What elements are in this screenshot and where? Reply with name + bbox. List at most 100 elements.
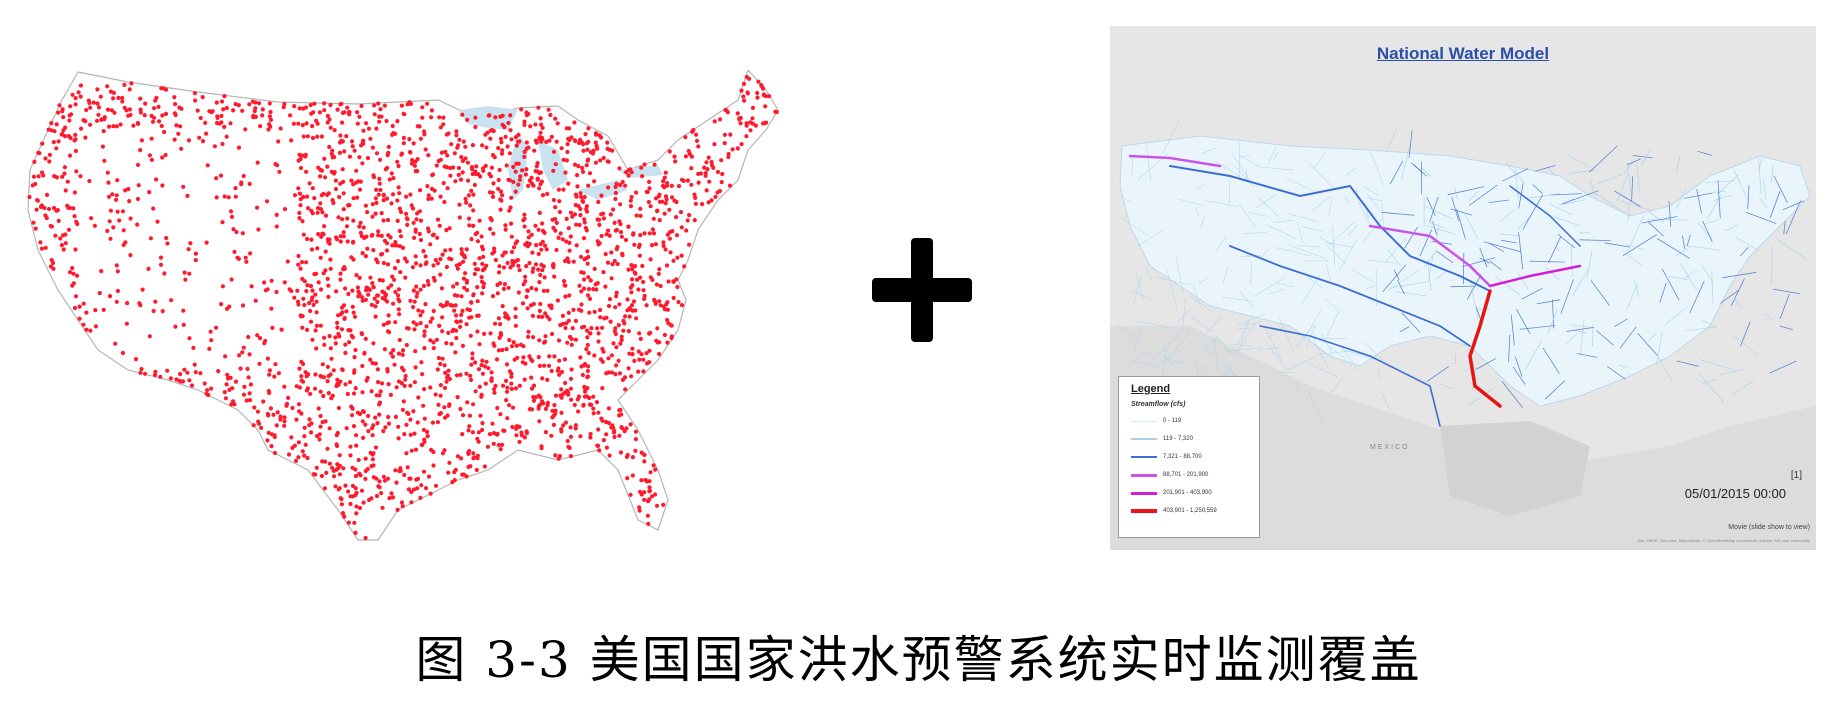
station-point <box>229 277 234 282</box>
station-point <box>522 224 527 229</box>
station-point <box>84 310 89 315</box>
station-point <box>399 151 405 156</box>
station-point <box>632 358 637 363</box>
station-point <box>152 372 158 378</box>
station-point <box>149 157 154 162</box>
station-point <box>503 378 509 383</box>
station-point <box>661 304 666 309</box>
station-point <box>242 384 247 389</box>
station-point <box>442 385 448 391</box>
station-point <box>540 228 546 233</box>
tributary <box>1722 271 1757 279</box>
station-point <box>568 425 573 430</box>
station-point <box>522 149 527 154</box>
tributary <box>1604 242 1630 248</box>
station-point <box>72 214 77 219</box>
station-point <box>386 414 391 420</box>
station-point <box>307 301 312 306</box>
station-point <box>592 353 597 358</box>
station-point <box>385 217 391 223</box>
tributary <box>1713 194 1732 202</box>
station-point <box>442 363 447 368</box>
station-point <box>457 262 462 267</box>
station-point <box>579 270 584 275</box>
station-point <box>583 386 588 391</box>
station-point <box>401 399 406 404</box>
station-point <box>412 431 417 436</box>
station-point <box>279 327 284 332</box>
tributary <box>1668 201 1672 227</box>
station-point <box>693 201 698 206</box>
tributary <box>1156 357 1170 365</box>
station-point <box>357 187 363 192</box>
station-point <box>31 174 37 179</box>
station-point <box>465 160 470 165</box>
station-point <box>46 206 52 212</box>
station-point <box>318 373 323 379</box>
tributary <box>1267 344 1290 374</box>
tributary <box>1196 363 1208 371</box>
tributary <box>1370 153 1385 186</box>
station-point <box>687 213 692 218</box>
station-point <box>183 277 188 282</box>
station-point <box>510 424 515 430</box>
station-point <box>72 190 77 195</box>
station-point <box>160 155 165 160</box>
tributary <box>1626 282 1639 311</box>
station-point <box>557 209 563 215</box>
station-point <box>690 129 695 134</box>
station-point <box>488 226 493 231</box>
station-point <box>70 92 75 97</box>
station-point <box>267 114 272 119</box>
station-point <box>366 126 372 131</box>
tributary <box>1193 284 1201 308</box>
station-point <box>233 186 238 191</box>
station-point <box>533 262 539 267</box>
station-point <box>458 372 463 377</box>
tributary <box>1466 274 1482 300</box>
station-point <box>496 186 501 191</box>
station-point <box>414 477 419 482</box>
station-point <box>575 184 580 189</box>
station-point <box>668 250 673 255</box>
station-point <box>572 120 577 125</box>
station-point <box>127 107 132 112</box>
tributary <box>1421 167 1432 178</box>
station-point <box>192 91 197 96</box>
station-point <box>314 299 319 304</box>
station-point <box>624 454 630 459</box>
station-point <box>506 177 511 182</box>
station-point <box>228 209 234 214</box>
station-point <box>694 138 700 143</box>
legend-swatch <box>1131 509 1157 513</box>
tributary <box>1181 296 1187 334</box>
station-point <box>169 298 174 303</box>
station-point <box>566 259 571 264</box>
station-point <box>514 161 519 166</box>
station-point <box>371 463 376 468</box>
station-point <box>538 272 543 278</box>
station-point <box>390 132 395 137</box>
station-point <box>577 283 582 288</box>
station-point <box>404 211 409 216</box>
station-point <box>304 169 309 174</box>
station-point <box>492 390 497 395</box>
station-point <box>234 229 239 235</box>
station-point <box>120 350 125 356</box>
station-point <box>556 338 562 343</box>
station-point <box>299 260 305 265</box>
station-point <box>425 184 430 189</box>
station-point <box>431 463 436 468</box>
station-point <box>470 430 475 435</box>
station-point <box>508 113 513 118</box>
station-point <box>106 180 111 185</box>
station-point <box>652 162 657 167</box>
station-point <box>661 502 666 507</box>
station-point <box>365 210 370 215</box>
tributary <box>1238 142 1240 179</box>
station-point <box>411 320 416 325</box>
station-point <box>186 247 191 252</box>
station-point <box>73 132 78 137</box>
gauge-stations <box>27 74 779 541</box>
station-point <box>618 341 623 346</box>
